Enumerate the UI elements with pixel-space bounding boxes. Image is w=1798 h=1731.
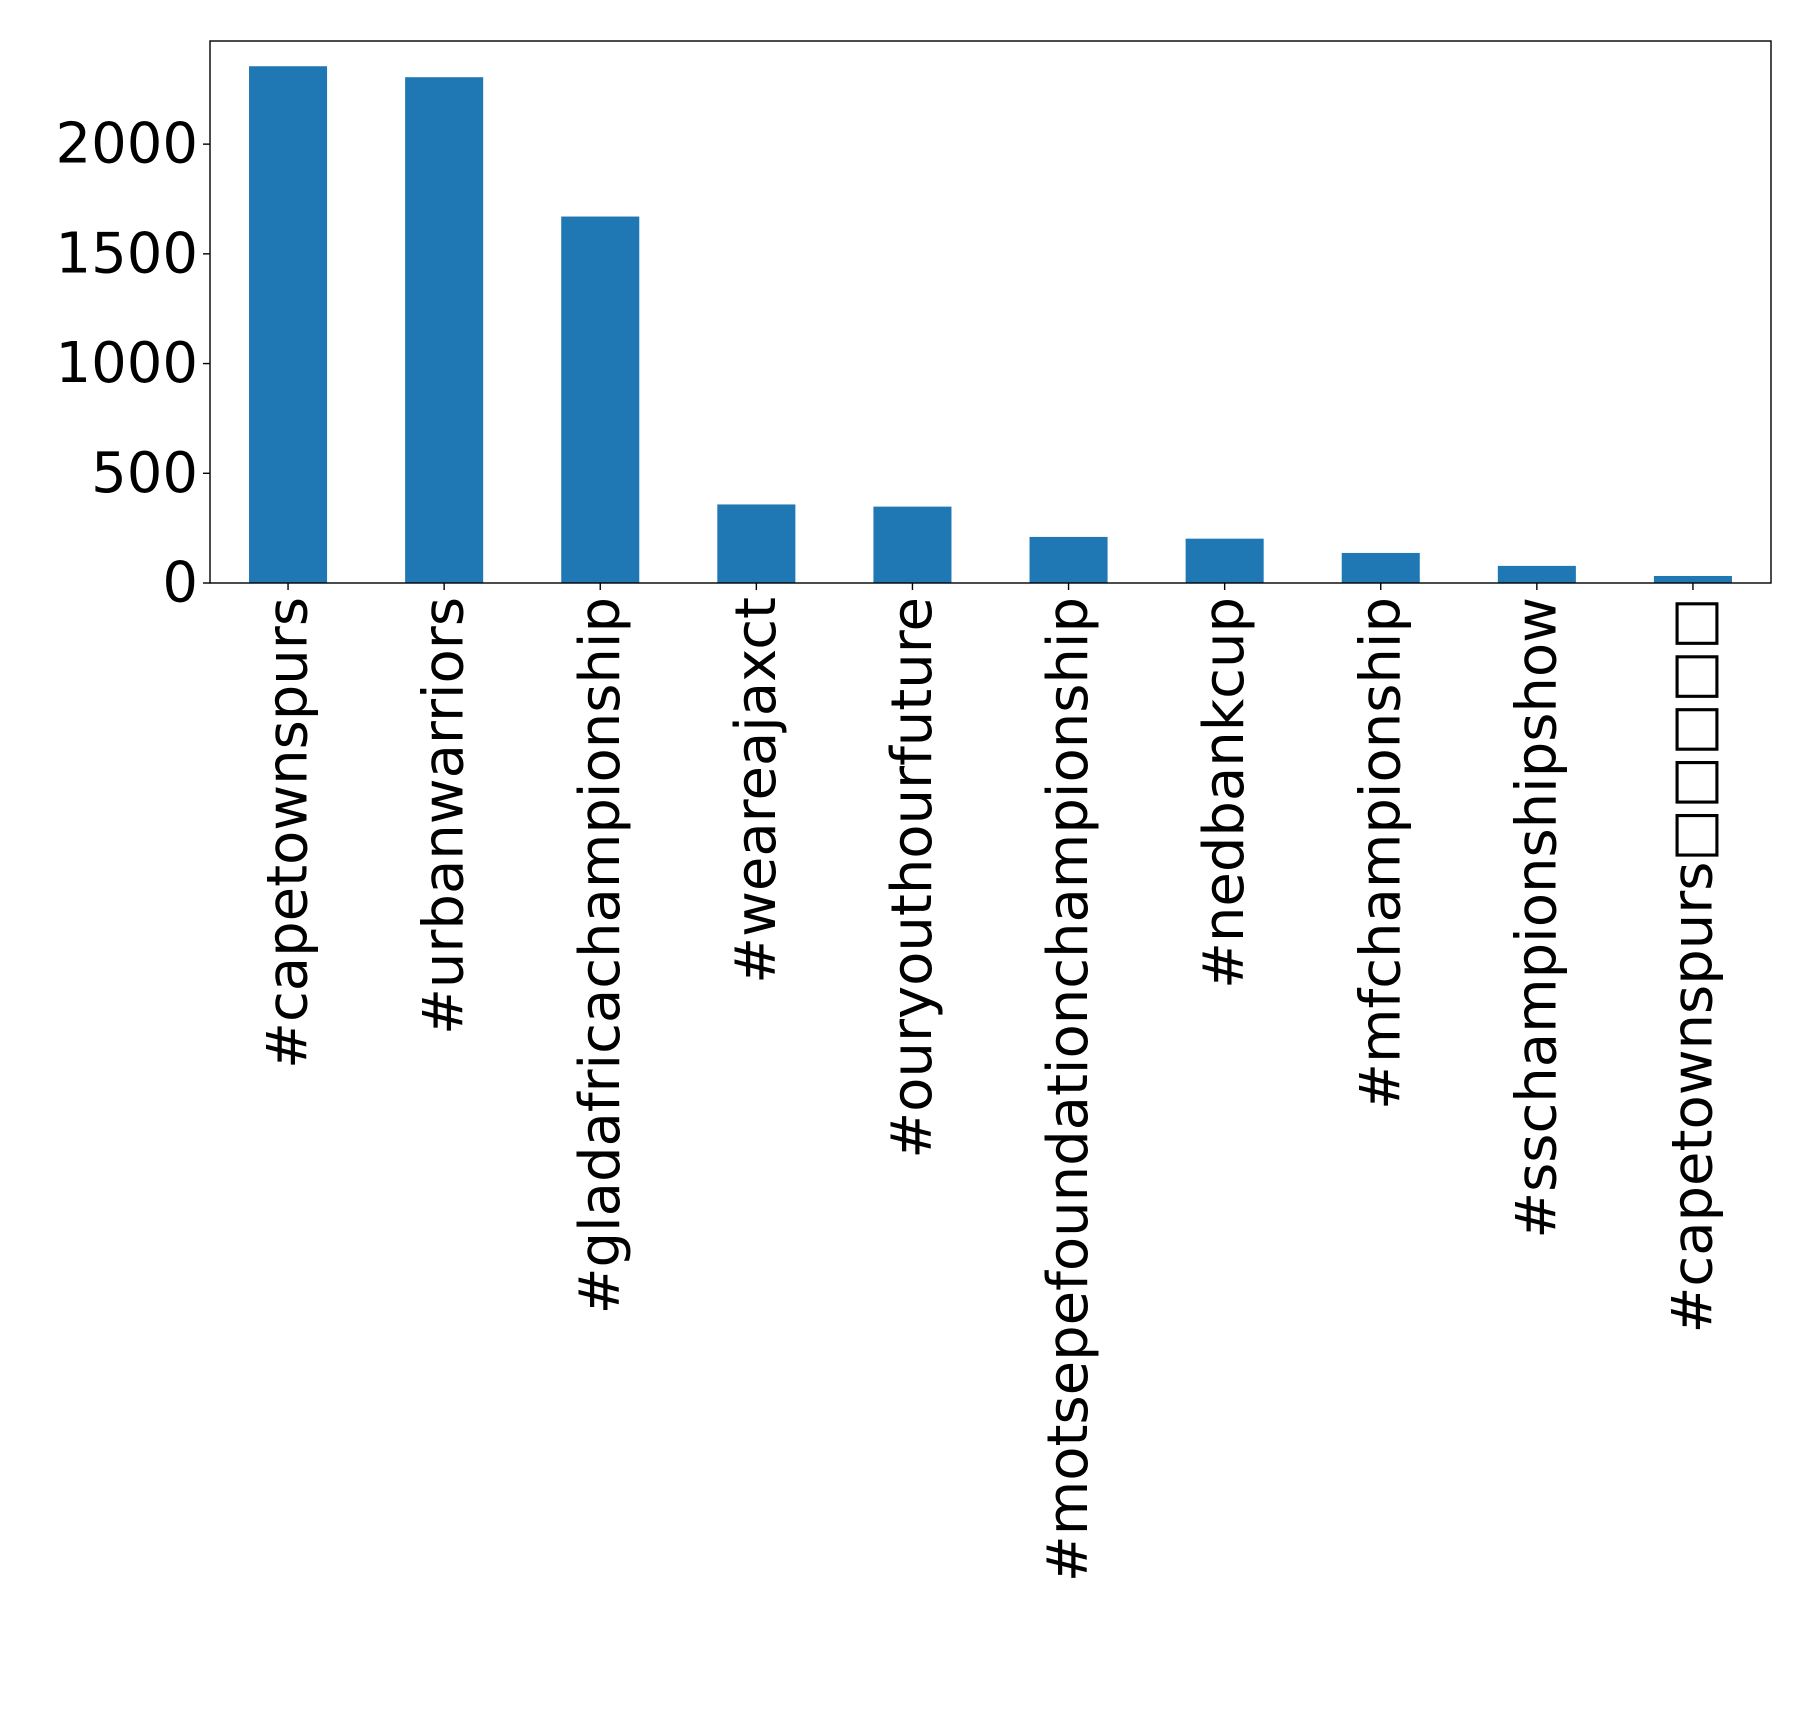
bar (1185, 538, 1264, 583)
bar (717, 504, 796, 583)
bar (249, 66, 328, 584)
x-tick-label: #nedbankcup (1192, 597, 1257, 989)
x-tick-label: #mfchampionship (1348, 597, 1413, 1110)
bar (561, 216, 640, 583)
x-tick-label: #capetownspurs□□□□□ (1660, 597, 1725, 1334)
x-tick-label: #ouryouthourfuture (880, 597, 945, 1159)
plot-frame (209, 40, 1772, 584)
x-tick-label: #urbanwarriors (412, 597, 477, 1035)
y-tick-label: 500 (91, 441, 198, 506)
x-tick-label: #weareajaxct (724, 597, 789, 984)
bar (1653, 575, 1732, 583)
bar (873, 506, 952, 583)
y-tick-label: 0 (162, 551, 198, 616)
bar (1341, 552, 1420, 583)
x-tick-label: #gladafricachampionship (568, 597, 633, 1314)
y-axis: 0 500 1000 1500 2000 (55, 112, 210, 616)
y-tick-label: 1500 (55, 221, 198, 286)
x-tick-label: #capetownspurs (256, 597, 321, 1069)
bar (405, 77, 484, 583)
bars-layer (249, 66, 1732, 584)
x-axis: #capetownspurs #urbanwarriors #gladafricac… (256, 583, 1725, 1582)
y-tick-label: 2000 (55, 112, 198, 177)
x-tick-label: #motsepefoundationchampionship (1036, 597, 1101, 1582)
bar (1497, 565, 1576, 583)
y-tick-label: 1000 (55, 331, 198, 396)
bar (1029, 536, 1108, 583)
x-tick-label: #sschampionshipshow (1504, 597, 1569, 1239)
